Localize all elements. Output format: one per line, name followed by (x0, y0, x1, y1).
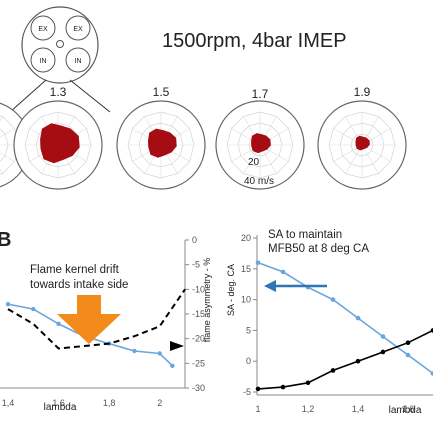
polar-plot-3 (215, 100, 305, 190)
right-series-point (355, 315, 361, 321)
right-y-tick-label: 0 (246, 356, 251, 366)
left-chart: B 1,4 1,6 1,8 2 0 -5 -10 -15 -20 -25 -30 lambda f… (0, 229, 212, 413)
right-series-point (255, 260, 261, 265)
right-series-point (430, 371, 433, 376)
polar-radial-label-20: 20 (248, 157, 260, 168)
panel-letter: B (0, 229, 11, 251)
right-x-tick-label: 1,4 (352, 404, 365, 414)
right-x-tick-label: 1,6 (402, 404, 415, 414)
right-series-point (255, 386, 261, 392)
cylinder-head-diagram: EX EX IN IN (9, 6, 111, 113)
right-series-point (430, 328, 433, 333)
polar-spoke (0, 152, 15, 162)
left-series-point (31, 306, 36, 312)
right-y-tick-label: -5 (243, 387, 251, 397)
left-series-point (157, 351, 162, 356)
polar-panels (0, 100, 407, 190)
left-x-tick-label: 2 (157, 398, 162, 408)
right-series-line-1 (257, 329, 433, 390)
valve-label-ex-2: EX (73, 26, 83, 33)
right-y-tick-label: 20 (241, 233, 251, 243)
left-y2-tick-label: -30 (192, 383, 205, 393)
left-y2-tick-label: -5 (192, 260, 200, 270)
right-chart: 1 1,2 1,4 1,6 20 15 10 5 0 -5 lambda SA - deg. C… (226, 229, 433, 416)
drift-annotation-line1: Flame kernel drift (30, 264, 120, 276)
drift-arrow (57, 295, 121, 344)
left-y2-tick-label: -20 (192, 334, 205, 344)
right-series-point (380, 334, 386, 339)
left-series-line-1 (7, 288, 186, 350)
zoom-line-right (69, 79, 111, 113)
left-y2-axis-label: flame asymmetry - % (202, 258, 212, 343)
left-y2-tick-label: 0 (192, 235, 197, 245)
polar-plot-2 (116, 100, 206, 190)
left-y2-tick-label: -10 (192, 284, 205, 294)
valve-label-in-1: IN (40, 58, 47, 65)
right-series-point (405, 340, 411, 346)
left-series-point (170, 363, 175, 368)
right-y-tick-label: 15 (241, 264, 251, 274)
left-x-axis-label: lambda (44, 402, 77, 413)
polar-spoke (361, 144, 379, 174)
left-y2-tick-label: -25 (192, 358, 205, 368)
right-y-tick-label: 5 (246, 325, 251, 335)
left-series-point (132, 348, 137, 354)
right-series (255, 260, 433, 392)
flame-kernel (355, 135, 370, 151)
sa-annotation-line2: MFB50 at 8 deg CA (268, 243, 369, 255)
right-series-point (355, 358, 361, 364)
left-x-tick-label: 1,8 (103, 398, 116, 408)
left-y2-ticks: 0 -5 -10 -15 -20 -25 -30 (185, 235, 205, 393)
polar-lambda-label-4: 1.9 (354, 85, 371, 99)
right-series-point (280, 269, 286, 275)
polar-plot-1 (13, 100, 103, 190)
right-x-axis-label: lambda (389, 405, 422, 416)
sa-annotation-line1: SA to maintain (268, 229, 342, 241)
left-x-tick-label: 1,6 (52, 398, 65, 408)
polar-lambda-label-3: 1.7 (252, 87, 269, 101)
right-series-point (280, 384, 286, 390)
right-y-axis-label: SA - deg. CA (226, 264, 236, 316)
polar-plot-4 (317, 100, 407, 190)
figure-title: 1500rpm, 4bar IMEP (162, 30, 347, 52)
flame-kernel (148, 128, 177, 158)
right-series-line-0 (257, 261, 433, 375)
flame-kernel (40, 123, 80, 164)
sa-direction-arrow (264, 280, 327, 292)
left-series-point (56, 321, 61, 327)
polar-spoke (0, 128, 15, 138)
left-x-tick-label: 1,4 (2, 398, 15, 408)
left-y2-tick-label: -15 (192, 309, 205, 319)
right-series-point (380, 349, 386, 355)
left-series-point (5, 301, 11, 307)
valve-label-ex-1: EX (38, 26, 48, 33)
right-x-ticks: 1 1,2 1,4 1,6 (255, 404, 414, 414)
drift-annotation-line2: towards intake side (30, 279, 128, 291)
right-x-tick-label: 1,2 (302, 404, 315, 414)
left-x-ticks: 1,4 1,6 1,8 2 (2, 398, 162, 408)
right-series-point (330, 368, 336, 373)
flame-kernel (251, 133, 271, 154)
right-series-point (305, 380, 311, 386)
right-y-tick-label: 10 (241, 295, 251, 305)
right-y-ticks: 20 15 10 5 0 -5 (241, 233, 257, 397)
polar-lambda-label-2: 1.5 (153, 85, 170, 99)
valve-label-in-2: IN (75, 58, 82, 65)
zoom-line-left (9, 79, 47, 113)
polar-lambda-label-1: 1.3 (50, 85, 67, 99)
right-series-point (405, 352, 411, 358)
right-series-point (330, 297, 336, 302)
left-axis-pointer-arrow (170, 341, 184, 351)
left-series-line-0 (7, 303, 173, 367)
polar-radial-label-40: 40 m/s (244, 176, 274, 187)
right-x-tick-label: 1 (255, 404, 260, 414)
